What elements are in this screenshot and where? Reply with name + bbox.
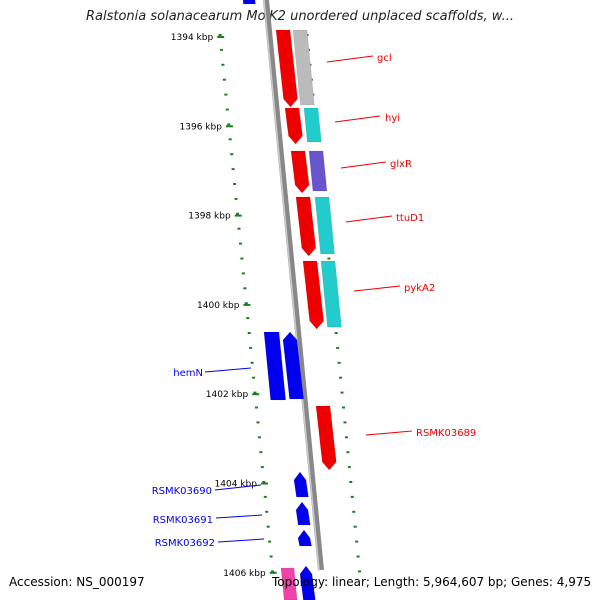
gene-arrow-ttuD1[interactable] [295, 196, 317, 257]
topology-text: Topology: linear; Length: 5,964,607 bp; … [272, 575, 592, 589]
gene-shapes [242, 0, 342, 600]
gene-leader-RSMK03690 [214, 484, 262, 491]
gene-label-RSMK03690[interactable]: RSMK03690 [152, 486, 212, 497]
cog-box-hyi[interactable] [303, 107, 322, 143]
gene-shape-top-partial[interactable] [242, 0, 256, 5]
gene-label-hemN[interactable]: hemN [173, 368, 203, 379]
gene-arrow-hemN[interactable] [282, 331, 304, 400]
gene-arrow-RSMK03691[interactable] [295, 501, 311, 526]
accession-text: Accession: NS_000197 [9, 575, 145, 589]
scale-label: 1398 kbp [188, 212, 231, 222]
gene-arrow-bottom-partial[interactable] [299, 565, 316, 600]
gene-leader-RSMK03689 [365, 430, 413, 436]
gene-label-hyi[interactable]: hyi [385, 113, 400, 124]
genome-backbone [263, 0, 324, 571]
scale-label: 1402 kbp [206, 390, 249, 400]
cog-box-gcl[interactable] [292, 29, 315, 106]
gene-arrow-RSMK03690[interactable] [293, 471, 309, 498]
gene-label-RSMK03692[interactable]: RSMK03692 [155, 538, 215, 549]
gene-label-RSMK03691[interactable]: RSMK03691 [153, 515, 213, 526]
cog-box-glxR[interactable] [308, 150, 328, 192]
cog-box-hemN[interactable] [263, 331, 286, 401]
gene-label-ttuD1[interactable]: ttuD1 [396, 213, 424, 224]
gene-arrow-gcl[interactable] [275, 29, 298, 108]
gene-label-RSMK03689[interactable]: RSMK03689 [416, 428, 476, 439]
scale-label: 1400 kbp [197, 301, 240, 311]
scale-label: 1394 kbp [171, 33, 214, 43]
scale-label: 1406 kbp [223, 569, 266, 579]
map-title: Ralstonia solanacearum MolK2 unordered u… [85, 9, 514, 24]
gene-leader-glxR [340, 161, 387, 169]
gene-arrow-pykA2[interactable] [302, 260, 324, 330]
gene-label-glxR[interactable]: glxR [390, 159, 412, 170]
gene-leader-RSMK03691 [215, 514, 263, 519]
cog-box-pykA2[interactable] [320, 260, 342, 328]
gene-leader-gcl [326, 55, 374, 63]
scale-labels: 1394 kbp 1396 kbp 1398 kbp 1400 kbp 1402 kbp… [171, 33, 277, 579]
cog-box-ttuD1[interactable] [314, 196, 335, 255]
gene-arrow-glxR[interactable] [290, 150, 310, 194]
gene-leader-ttuD1 [345, 215, 393, 223]
gene-label-gcl[interactable]: gcl [377, 53, 392, 64]
gene-arrow-hyi[interactable] [284, 107, 303, 145]
gene-leader-hyi [334, 115, 381, 123]
gene-labels: gcl hyi glxR ttuD1 pykA2 hemN RSMK03689 RSMK036… [152, 53, 477, 549]
gene-arrow-RSMK03689[interactable] [315, 405, 337, 471]
gene-leader-pykA2 [353, 285, 401, 292]
scale-label: 1396 kbp [180, 122, 223, 132]
gene-arrow-RSMK03692[interactable] [297, 529, 312, 547]
genome-backbone-line [263, 0, 324, 571]
gene-label-pykA2[interactable]: pykA2 [404, 283, 435, 294]
gene-leader-RSMK03692 [217, 538, 265, 543]
cog-box-bottom-partial[interactable] [280, 567, 298, 600]
genome-backbone-highlight [263, 0, 320, 571]
scale-label: 1404 kbp [215, 480, 258, 490]
gene-leader-hemN [204, 367, 252, 373]
